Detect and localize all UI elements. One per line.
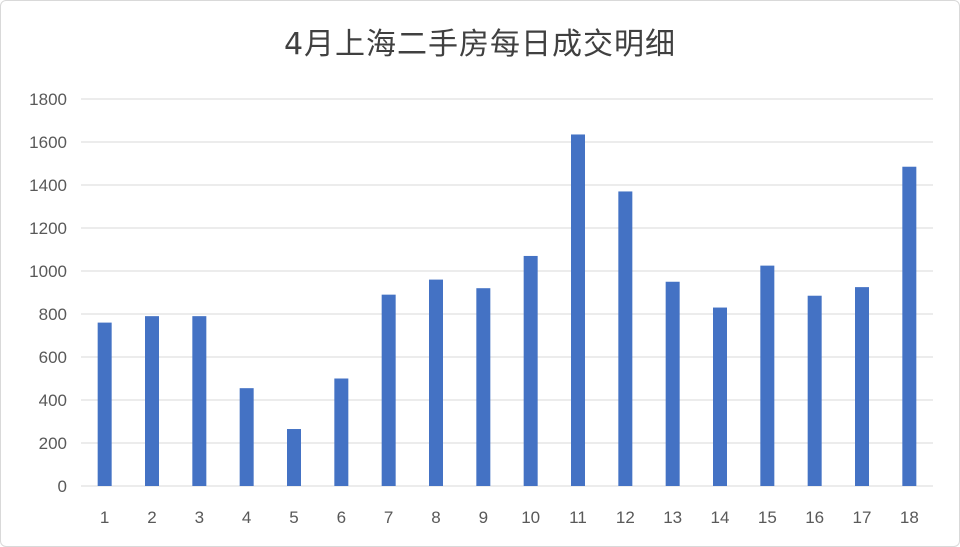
y-tick-label: 1400: [29, 176, 67, 195]
y-tick-label: 400: [39, 391, 67, 410]
bar: [713, 307, 727, 486]
x-tick-label: 15: [758, 508, 777, 527]
x-tick-label: 11: [569, 508, 587, 527]
bar: [334, 378, 349, 486]
x-tick-label: 6: [337, 508, 346, 527]
y-tick-label: 1600: [29, 133, 67, 152]
x-tick-label: 18: [900, 508, 919, 527]
bar: [807, 295, 822, 486]
x-tick-label: 1: [100, 508, 109, 527]
bar: [287, 429, 301, 486]
y-tick-label: 200: [39, 434, 67, 453]
x-tick-label: 9: [479, 508, 488, 527]
bar: [523, 255, 538, 486]
bar: [618, 191, 633, 486]
x-tick-label: 10: [521, 508, 540, 527]
bar: [429, 279, 443, 486]
bar: [145, 316, 159, 486]
y-tick-label: 800: [39, 305, 67, 324]
chart-title: 4月上海二手房每日成交明细: [283, 27, 677, 62]
bar: [855, 287, 869, 486]
x-tick-label: 14: [711, 508, 730, 527]
x-tick-label: 13: [663, 508, 682, 527]
y-tick-label: 1000: [29, 262, 67, 281]
y-tick-label: 1200: [29, 219, 67, 238]
x-tick-label: 12: [616, 508, 635, 527]
x-tick-label: 3: [195, 508, 204, 527]
bar: [381, 294, 396, 486]
bar: [902, 166, 917, 486]
bar: [760, 265, 775, 486]
x-tick-label: 16: [805, 508, 824, 527]
bar: [476, 288, 491, 486]
y-tick-label: 1800: [29, 90, 67, 109]
y-tick-label: 0: [58, 477, 67, 496]
bar: [571, 134, 585, 486]
x-tick-label: 2: [147, 508, 156, 527]
x-tick-label: 17: [853, 508, 872, 527]
x-tick-label: 8: [431, 508, 440, 527]
y-tick-label: 600: [39, 348, 67, 367]
bar: [665, 281, 680, 486]
x-tick-label: 4: [242, 508, 251, 527]
x-tick-label: 7: [384, 508, 393, 527]
bar: [239, 388, 254, 486]
bar: [97, 322, 112, 486]
bar: [192, 316, 207, 486]
x-tick-label: 5: [289, 508, 298, 527]
